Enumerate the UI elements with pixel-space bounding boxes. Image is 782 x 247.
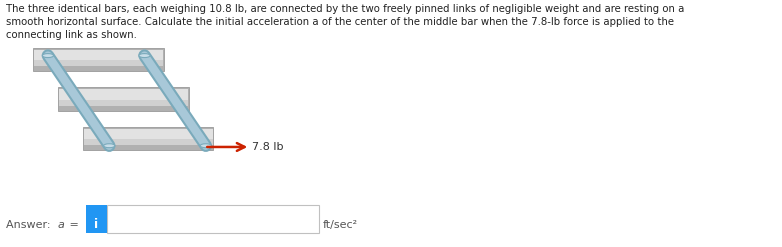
Text: The three identical bars, each weighing 10.8 lb, are connected by the two freely: The three identical bars, each weighing … [5,4,684,40]
Text: ft/sec²: ft/sec² [323,220,358,230]
Bar [59,89,188,100]
Bar [59,100,188,106]
Bar [107,205,318,233]
Bar [34,61,163,66]
Bar [34,47,164,71]
Text: i: i [95,218,99,231]
Bar [34,50,163,61]
Circle shape [103,144,115,148]
Bar [84,140,213,145]
Circle shape [200,144,211,148]
Text: a: a [57,220,64,230]
Bar [86,205,107,233]
Text: =: = [66,220,83,230]
Circle shape [139,54,150,58]
Text: Answer:: Answer: [5,220,54,230]
Bar [83,126,213,150]
Bar [84,129,213,140]
Circle shape [42,54,53,58]
Bar [58,87,188,111]
Text: 7.8 lb: 7.8 lb [253,142,284,152]
